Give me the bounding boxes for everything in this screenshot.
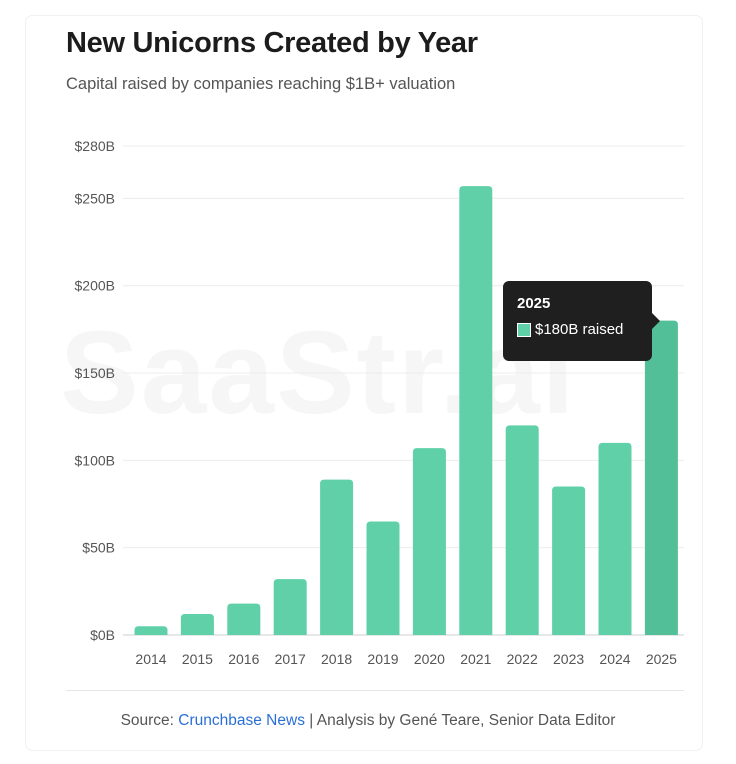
tooltip-value: $180B raised — [535, 321, 624, 338]
x-tick-label: 2019 — [367, 651, 398, 667]
x-tick-label: 2016 — [228, 651, 259, 667]
x-tick-label: 2025 — [646, 651, 677, 667]
source-link[interactable]: Crunchbase News — [178, 712, 305, 729]
bar — [505, 425, 539, 635]
chart-title: New Unicorns Created by Year — [66, 27, 478, 59]
x-tick-label: 2021 — [460, 651, 491, 667]
bar — [227, 603, 261, 635]
tooltip-row: $180B raised — [517, 321, 638, 339]
y-tick-label: $200B — [75, 278, 115, 294]
x-tick-label: 2015 — [182, 651, 213, 667]
source-suffix: | Analysis by Gené Teare, Senior Data Ed… — [304, 712, 616, 729]
bar — [273, 579, 307, 635]
y-tick-label: $250B — [75, 190, 115, 206]
bar — [459, 186, 493, 636]
x-tick-label: 2018 — [321, 651, 352, 667]
y-tick-label: $50B — [82, 540, 115, 556]
bar — [320, 479, 354, 635]
source-prefix: Source: — [120, 712, 179, 729]
x-tick-label: 2023 — [553, 651, 584, 667]
source-line: Source: Crunchbase News | Analysis by Ge… — [0, 712, 736, 730]
bar — [552, 486, 586, 635]
bar — [180, 614, 214, 635]
y-tick-label: $280B — [75, 138, 115, 154]
x-tick-label: 2022 — [507, 651, 538, 667]
x-tick-label: 2024 — [599, 651, 630, 667]
tooltip-swatch — [517, 323, 531, 337]
x-tick-label: 2020 — [414, 651, 445, 667]
footer-divider — [66, 690, 684, 691]
x-tick-label: 2014 — [135, 651, 166, 667]
bar — [598, 442, 632, 635]
y-tick-label: $0B — [90, 627, 115, 643]
y-tick-label: $150B — [75, 365, 115, 381]
chart-subtitle: Capital raised by companies reaching $1B… — [66, 75, 456, 93]
bar — [134, 626, 168, 635]
x-tick-label: 2017 — [275, 651, 306, 667]
y-tick-label: $100B — [75, 452, 115, 468]
bar — [644, 320, 678, 635]
tooltip-year: 2025 — [517, 295, 551, 312]
bar — [366, 521, 400, 635]
tooltip: 2025 $180B raised — [503, 281, 660, 361]
bar — [412, 448, 446, 635]
